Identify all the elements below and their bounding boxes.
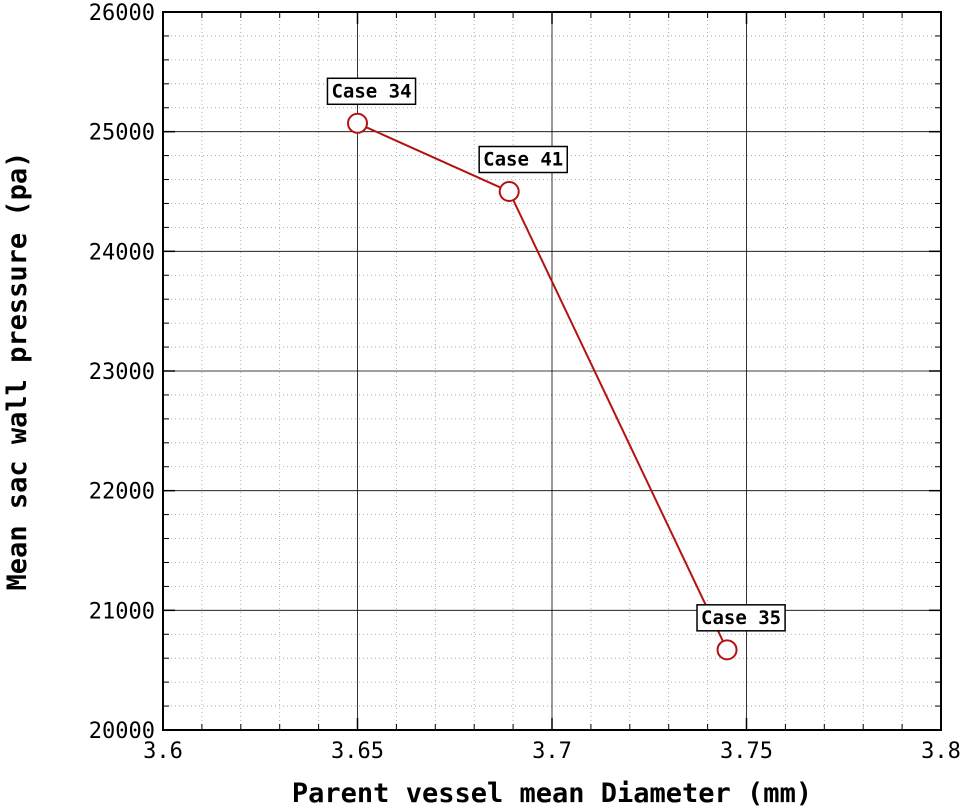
x-tick-label: 3.65 [331, 739, 384, 764]
point-label-text: Case 34 [331, 80, 411, 102]
series-line [357, 122, 728, 651]
x-tick-label: 3.75 [720, 739, 773, 764]
major-grid [163, 12, 941, 730]
y-axis-title: Mean sac wall pressure (pa) [2, 152, 33, 591]
tick-marks [162, 11, 942, 731]
data-point [498, 181, 520, 202]
data-series [347, 112, 738, 661]
point-label-box [478, 145, 568, 174]
y-tick-label: 20000 [89, 719, 155, 744]
point-label-box [326, 77, 417, 106]
x-tick-labels: 3.6 3.65 3.7 3.75 3.8 [143, 739, 961, 764]
x-tick-label: 3.6 [143, 739, 183, 764]
point-label-text: Case 35 [701, 607, 781, 629]
data-point [347, 112, 368, 134]
y-tick-label: 24000 [89, 240, 155, 265]
point-label: Case 34 [326, 77, 417, 106]
y-tick-label: 22000 [89, 480, 155, 505]
point-label-text: Case 41 [483, 149, 563, 171]
y-tick-label: 26000 [89, 1, 155, 26]
y-tick-label: 23000 [89, 360, 155, 385]
point-label: Case 41 [478, 145, 568, 174]
x-tick-label: 3.7 [532, 739, 572, 764]
point-label-box [696, 604, 786, 632]
y-tick-label: 25000 [89, 121, 155, 146]
data-point [716, 639, 738, 661]
x-axis-title: Parent vessel mean Diameter (mm) [292, 778, 812, 809]
y-tick-labels: 20000 21000 22000 23000 24000 25000 26000 [89, 1, 155, 744]
y-tick-label: 21000 [89, 599, 155, 624]
point-annotations: Case 34 Case 41 Case 35 [326, 77, 786, 632]
x-tick-label: 3.8 [921, 739, 961, 764]
point-label: Case 35 [696, 604, 786, 632]
